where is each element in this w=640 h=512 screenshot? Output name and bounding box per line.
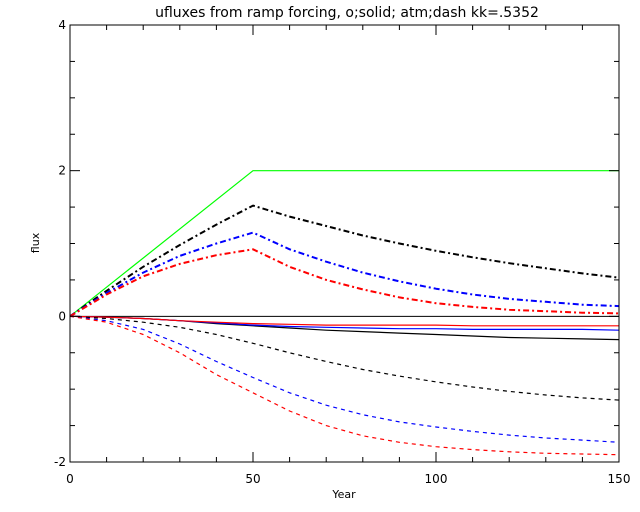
series-line-4 xyxy=(69,248,620,318)
y-tick-label: -2 xyxy=(54,455,66,469)
series-line-1 xyxy=(69,170,619,317)
y-tick-label: 2 xyxy=(58,164,66,178)
y-tick-label: 4 xyxy=(58,18,66,32)
series-line-9 xyxy=(69,315,620,443)
x-tick-label: 150 xyxy=(608,472,631,486)
y-axis-label: flux xyxy=(29,232,42,253)
series-layer xyxy=(69,170,620,456)
chart-title: ufluxes from ramp forcing, o;solid; atm;… xyxy=(155,5,539,21)
series-line-8 xyxy=(69,315,620,401)
x-tick-label: 0 xyxy=(66,472,74,486)
y-tick-label: 0 xyxy=(58,309,66,323)
x-axis-label: Year xyxy=(331,488,356,501)
x-tick-label: 100 xyxy=(425,472,448,486)
x-tick-label: 50 xyxy=(245,472,260,486)
series-line-2 xyxy=(69,204,620,318)
series-line-3 xyxy=(69,231,620,318)
series-line-10 xyxy=(69,315,620,456)
series-line-7 xyxy=(69,315,619,327)
